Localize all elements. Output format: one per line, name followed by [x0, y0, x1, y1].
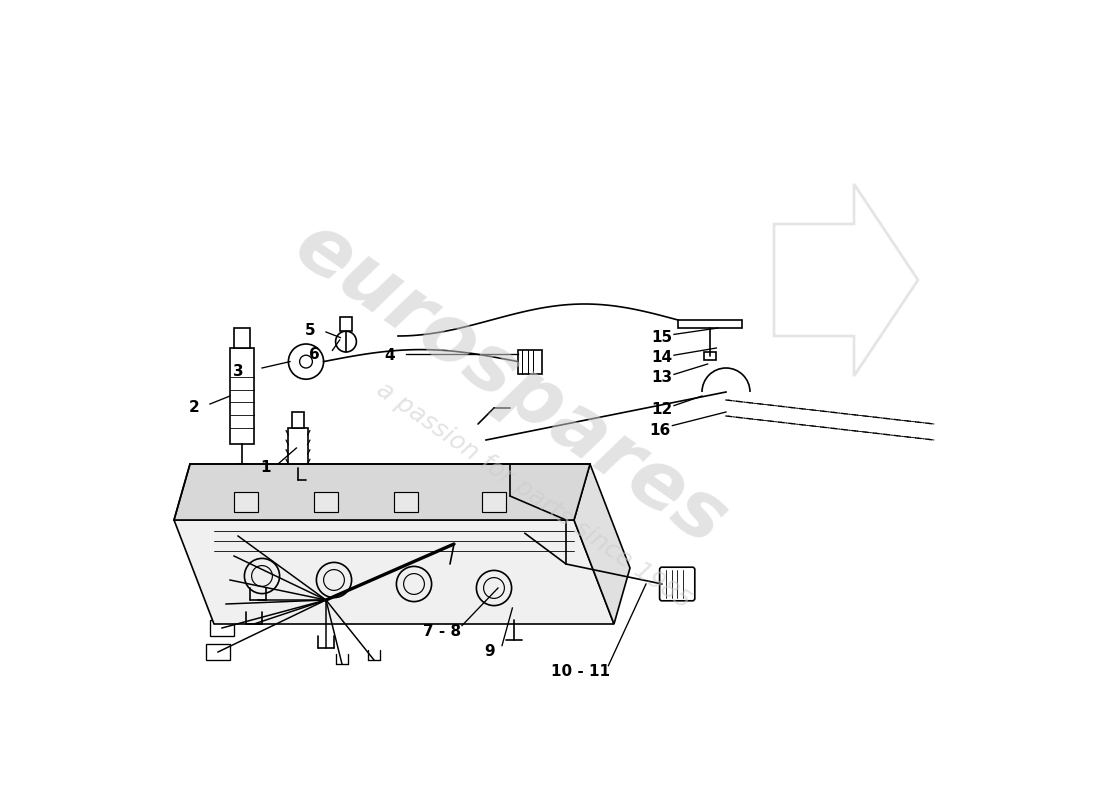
- Text: 16: 16: [650, 423, 671, 438]
- Text: 1: 1: [261, 461, 272, 475]
- Text: 10 - 11: 10 - 11: [551, 665, 609, 679]
- FancyBboxPatch shape: [210, 620, 234, 636]
- FancyBboxPatch shape: [394, 492, 418, 512]
- FancyBboxPatch shape: [222, 548, 246, 564]
- FancyBboxPatch shape: [292, 412, 305, 428]
- Text: 9: 9: [485, 645, 495, 659]
- Text: 13: 13: [651, 370, 672, 385]
- Text: 12: 12: [651, 402, 672, 417]
- FancyBboxPatch shape: [238, 464, 246, 476]
- Polygon shape: [174, 520, 614, 624]
- Text: 5: 5: [305, 323, 316, 338]
- Text: 4: 4: [385, 349, 395, 363]
- FancyBboxPatch shape: [482, 492, 506, 512]
- FancyBboxPatch shape: [518, 350, 542, 374]
- FancyBboxPatch shape: [660, 567, 695, 601]
- FancyBboxPatch shape: [678, 320, 743, 328]
- Text: 6: 6: [309, 347, 319, 362]
- FancyBboxPatch shape: [340, 317, 352, 331]
- FancyBboxPatch shape: [214, 596, 238, 612]
- FancyBboxPatch shape: [206, 644, 230, 660]
- Polygon shape: [174, 464, 590, 520]
- FancyBboxPatch shape: [704, 352, 716, 360]
- FancyBboxPatch shape: [234, 492, 258, 512]
- Text: a passion for parts since 1985: a passion for parts since 1985: [373, 378, 695, 614]
- Polygon shape: [574, 464, 630, 624]
- FancyBboxPatch shape: [314, 492, 338, 512]
- Text: 15: 15: [651, 330, 672, 345]
- Text: 3: 3: [233, 365, 243, 379]
- Text: eurospares: eurospares: [279, 206, 740, 562]
- FancyBboxPatch shape: [506, 596, 522, 620]
- FancyBboxPatch shape: [288, 428, 308, 468]
- Text: 7 - 8: 7 - 8: [422, 625, 461, 639]
- Text: 2: 2: [188, 401, 199, 415]
- Text: 14: 14: [651, 350, 672, 365]
- FancyBboxPatch shape: [218, 572, 242, 588]
- FancyBboxPatch shape: [234, 328, 250, 348]
- FancyBboxPatch shape: [230, 348, 254, 444]
- FancyBboxPatch shape: [226, 528, 250, 544]
